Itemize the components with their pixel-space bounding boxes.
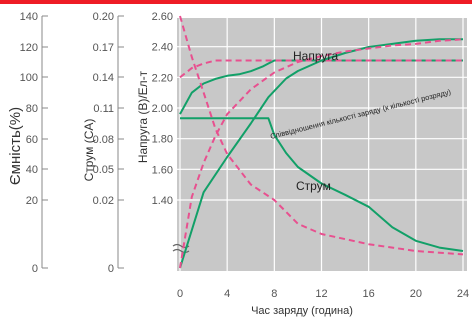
capacity-tick-label: 100 [20, 72, 38, 84]
voltage-tick-label: 2.40 [152, 42, 173, 54]
voltage-axis: 1.40 1.60 1.80 2.00 2.20 2.40 2.60 [152, 11, 173, 207]
capacity-tick-label: 80 [26, 103, 38, 115]
current-annotation: Струм [296, 179, 331, 193]
voltage-tick-label: 2.00 [152, 103, 173, 115]
current-tick-label: 0.08 [93, 134, 114, 146]
x-axis: 0 4 8 12 16 20 24 [177, 288, 469, 300]
voltage-tick-label: 2.20 [152, 72, 173, 84]
current-tick-label: 0.17 [93, 42, 114, 54]
x-tick-label: 12 [315, 288, 327, 300]
current-tick-label: 0.11 [93, 103, 114, 115]
voltage-tick-label: 1.80 [152, 134, 173, 146]
x-tick-label: 0 [177, 288, 183, 300]
top-red-bar [0, 0, 472, 4]
voltage-axis-title: Напруга (В)/Ел-т [136, 70, 150, 163]
current-tick-label: 0 [108, 263, 114, 275]
current-axis-title: Струм (CA) [82, 119, 96, 182]
voltage-tick-label: 2.60 [152, 11, 173, 23]
dashed-capacity-line [179, 38, 464, 269]
dashed-voltage-line [179, 59, 463, 79]
current-tick-label: 0.14 [93, 72, 114, 84]
series-group [179, 15, 464, 269]
x-tick-label: 4 [224, 288, 230, 300]
solid-current-line [180, 117, 464, 252]
current-tick-label: 0.02 [93, 195, 114, 207]
capacity-axis-title: Ємність(%) [7, 107, 24, 185]
voltage-tick-label: 1.40 [152, 195, 173, 207]
capacity-axis: 0 20 40 60 80 100 120 140 [20, 11, 48, 275]
current-axis: 0 0.02 0.05 0.08 0.11 0.14 0.17 0.20 [93, 11, 124, 275]
x-axis-title: Час заряду (година) [251, 305, 353, 317]
capacity-tick-label: 60 [26, 134, 38, 146]
x-tick-label: 16 [363, 288, 375, 300]
solid-capacity-line [179, 38, 463, 269]
capacity-tick-label: 20 [26, 195, 38, 207]
capacity-tick-label: 120 [20, 42, 38, 54]
x-tick-label: 20 [410, 288, 422, 300]
current-tick-label: 0.05 [93, 164, 114, 176]
solid-voltage-line [179, 59, 463, 115]
capacity-tick-label: 40 [26, 164, 38, 176]
current-tick-label: 0.20 [93, 11, 114, 23]
capacity-tick-label: 0 [32, 263, 38, 275]
voltage-tick-label: 1.60 [152, 164, 173, 176]
x-tick-label: 24 [457, 288, 469, 300]
capacity-tick-label: 140 [20, 11, 38, 23]
voltage-annotation: Напруга [293, 49, 338, 63]
dashed-current-line [179, 15, 464, 256]
x-tick-label: 8 [271, 288, 277, 300]
